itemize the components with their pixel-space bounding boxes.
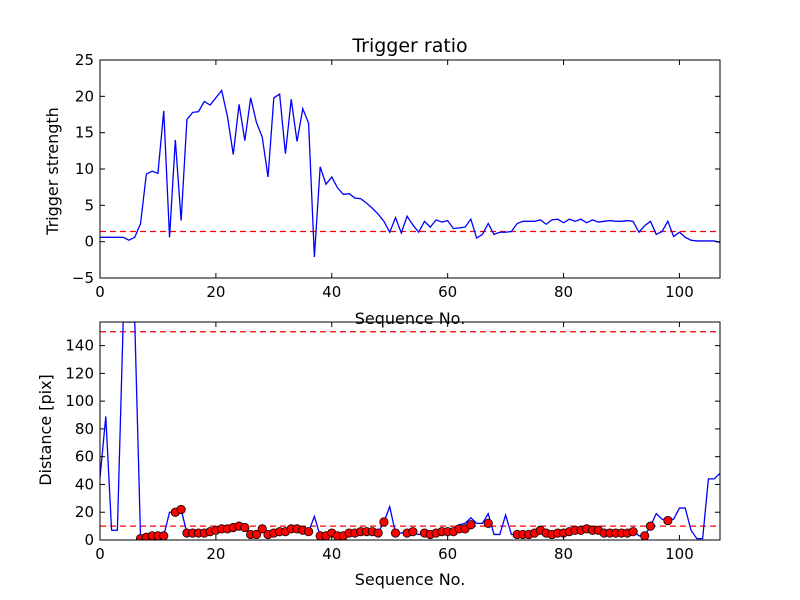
top-x-tick-label: 80 (554, 283, 573, 301)
bottom-marker-point (645, 521, 656, 531)
top-plot: Trigger ratio Trigger strength Sequence … (43, 35, 721, 328)
bottom-marker-point (373, 528, 383, 538)
bottom-marker-point (390, 528, 401, 538)
bottom-series-lines (100, 322, 720, 540)
top-plot-frame (99, 59, 721, 279)
top-y-tick-label: 20 (75, 87, 94, 105)
bottom-marker-point (663, 515, 673, 526)
top-chart-title: Trigger ratio (351, 35, 467, 57)
bottom-markers (135, 504, 673, 540)
top-y-tick-label: 5 (84, 196, 94, 214)
top-x-tick-label: 100 (665, 283, 694, 301)
top-x-tick-label: 40 (322, 283, 341, 301)
top-y-tick-label: −5 (72, 269, 94, 287)
bottom-x-tick-label: 100 (665, 545, 694, 563)
top-y-tick-label: 15 (75, 124, 94, 142)
bottom-plot-frame (99, 321, 721, 541)
top-x-tick-label: 0 (95, 283, 105, 301)
bottom-axis-ticks: 0 20 40 60 80 100 0 20 40 60 80 100 120 140 (65, 322, 720, 563)
top-x-tick-label: 20 (206, 283, 225, 301)
bottom-marker-point (240, 522, 250, 533)
bottom-marker-point (466, 520, 476, 530)
top-x-axis-label: Sequence No. (355, 309, 466, 328)
bottom-y-tick-label: 80 (75, 420, 94, 438)
bottom-marker-point (303, 527, 314, 537)
bottom-marker-point (628, 527, 638, 537)
bottom-marker-point (483, 518, 493, 528)
top-y-tick-label: 25 (75, 51, 94, 69)
bottom-y-tick-label: 0 (84, 531, 94, 549)
bottom-marker-point (176, 504, 186, 515)
bottom-x-tick-label: 40 (322, 545, 341, 563)
bottom-x-tick-label: 60 (438, 545, 457, 563)
bottom-marker-point (251, 529, 262, 540)
bottom-plot: Distance [pix] Sequence No. 0 20 40 60 80 100… (36, 321, 721, 589)
bottom-x-axis-label: Sequence No. (355, 570, 466, 589)
bottom-marker-point (408, 527, 418, 537)
bottom-x-tick-label: 80 (554, 545, 573, 563)
bottom-y-tick-label: 100 (65, 392, 94, 410)
bottom-y-tick-label: 40 (75, 475, 94, 493)
bottom-threshold-lines (100, 331, 720, 527)
bottom-series-line-0 (100, 322, 720, 540)
bottom-x-tick-label: 20 (206, 545, 225, 563)
bottom-y-axis-label: Distance [pix] (36, 374, 55, 486)
bottom-y-tick-label: 120 (65, 364, 94, 382)
bottom-y-tick-label: 60 (75, 448, 94, 466)
top-y-tick-label: 0 (84, 233, 94, 251)
top-x-tick-label: 60 (438, 283, 457, 301)
bottom-marker-point (159, 531, 169, 540)
top-series-lines (100, 89, 721, 257)
bottom-marker-point (257, 524, 267, 534)
bottom-y-tick-label: 20 (75, 503, 94, 521)
top-y-tick-label: 10 (75, 160, 94, 178)
top-series-line-0 (100, 89, 721, 257)
bottom-y-tick-label: 140 (65, 337, 94, 355)
bottom-marker-point (640, 531, 650, 540)
bottom-marker-point (379, 517, 389, 527)
bottom-x-tick-label: 0 (95, 545, 105, 563)
top-y-axis-label: Trigger strength (43, 107, 62, 236)
